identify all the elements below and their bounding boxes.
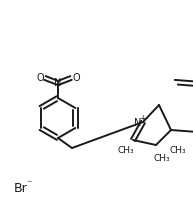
Text: CH₃: CH₃ (170, 146, 186, 155)
Text: Br: Br (14, 181, 28, 194)
Text: O: O (72, 73, 80, 83)
Text: ⁻: ⁻ (26, 179, 31, 189)
Text: CH₃: CH₃ (154, 154, 170, 163)
Text: CH₃: CH₃ (118, 146, 134, 155)
Text: +: + (139, 113, 145, 122)
Text: N: N (134, 118, 142, 128)
Text: N: N (54, 78, 62, 88)
Text: O: O (36, 73, 44, 83)
